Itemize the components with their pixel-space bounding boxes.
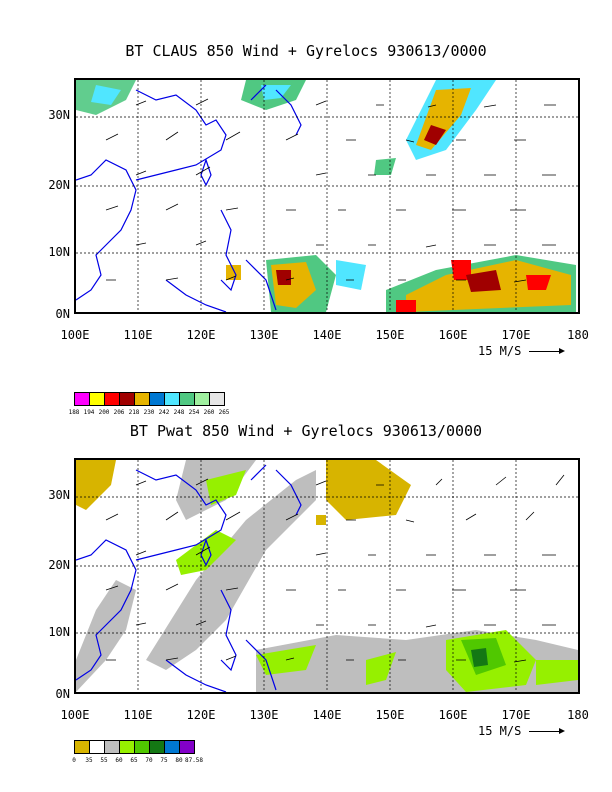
panel1-lon-140e: 140E — [312, 328, 342, 342]
panel1-legend-swatch — [134, 392, 150, 406]
panel1-lon-100e: 100E — [60, 328, 90, 342]
panel2-wind-vectors — [105, 474, 565, 663]
panel2-legend-swatch — [149, 740, 165, 754]
panel1-legend-label: 254 — [188, 409, 200, 416]
panel1-scale-arrow-icon — [529, 348, 566, 354]
panel2-map-graphics — [76, 460, 578, 692]
panel2-legend-swatch — [104, 740, 120, 754]
panel1-legend-swatch — [179, 392, 195, 406]
panel2-lon-100e: 100E — [60, 708, 90, 722]
panel1-legend-label: 265 — [218, 409, 230, 416]
panel2-lat-0n: 0N — [55, 687, 70, 701]
panel2-map — [74, 458, 580, 694]
panel1-lon-180: 180 — [567, 328, 589, 342]
panel1-legend-label: 260 — [203, 409, 215, 416]
panel2-lon-130e: 130E — [249, 708, 279, 722]
panel1-legend-label: 218 — [128, 409, 140, 416]
panel1-legend-label: 206 — [113, 409, 125, 416]
panel2-lat-20n: 20N — [48, 558, 70, 572]
panel1-legend-label: 248 — [173, 409, 185, 416]
panel1-map — [74, 78, 580, 314]
panel1-wind-vectors — [105, 98, 556, 283]
panel1-legend-label: 200 — [98, 409, 110, 416]
panel1-legend-swatch — [104, 392, 120, 406]
panel2-scale: 15 M/S — [478, 724, 566, 738]
panel2-legend-label: 35 — [85, 757, 93, 764]
panel2-legend-label: 55 — [100, 757, 108, 764]
panel2-coastlines — [76, 464, 302, 692]
panel1-grid — [76, 80, 578, 312]
panel2-legend-swatch — [89, 740, 105, 754]
panel1-legend-swatch — [149, 392, 165, 406]
panel1-legend-swatch — [164, 392, 180, 406]
panel2-legend — [74, 740, 195, 754]
panel2-legend-label: 65 — [130, 757, 138, 764]
panel2-legend-swatch — [134, 740, 150, 754]
panel2-legend-label: 87.58 — [184, 757, 204, 764]
panel2-legend-label: 0 — [72, 757, 76, 764]
panel2-pwat-shading — [76, 460, 578, 692]
panel1-scale-label: 15 M/S — [478, 344, 522, 358]
panel1-map-graphics — [76, 80, 578, 312]
panel2-scale-label: 15 M/S — [478, 724, 522, 738]
panel1-lat-20n: 20N — [48, 178, 70, 192]
panel2-lon-120e: 120E — [186, 708, 216, 722]
panel1-scale: 15 M/S — [478, 344, 566, 358]
panel2-lon-110e: 110E — [123, 708, 153, 722]
panel1-legend-swatch — [74, 392, 90, 406]
panel2-scale-arrow-icon — [529, 728, 566, 734]
panel2-lon-160e: 160E — [438, 708, 468, 722]
panel2-lon-170e: 170E — [501, 708, 531, 722]
panel2-legend-label: 80 — [175, 757, 183, 764]
panel2-lon-150e: 150E — [375, 708, 405, 722]
panel2-legend-labels: 0 35 55 60 65 70 75 80 87.58 — [72, 757, 274, 765]
panel1-legend-swatch — [89, 392, 105, 406]
panel2-legend-label: 70 — [145, 757, 153, 764]
panel1-cloud-shading — [76, 80, 576, 312]
panel2-title: BT Pwat 850 Wind + Gyrelocs 930613/0000 — [129, 422, 483, 440]
panel1-lat-30n: 30N — [48, 108, 70, 122]
panel2-legend-swatch — [164, 740, 180, 754]
panel2-lon-180: 180 — [567, 708, 589, 722]
panel1-legend-swatch — [194, 392, 210, 406]
panel2-legend-label: 75 — [160, 757, 168, 764]
panel1-legend-label: 194 — [83, 409, 95, 416]
panel2-legend-swatch — [74, 740, 90, 754]
panel1-legend-swatch — [209, 392, 225, 406]
panel1-lat-0n: 0N — [55, 307, 70, 321]
panel1-lon-170e: 170E — [501, 328, 531, 342]
panel1-lat-10n: 10N — [48, 245, 70, 259]
panel1-legend-label: 242 — [158, 409, 170, 416]
panel1-legend-label: 188 — [68, 409, 80, 416]
panel1-legend-labels: 188 194 200 206 218 230 242 248 254 260 265 — [69, 409, 274, 417]
panel2-legend-swatch — [179, 740, 195, 754]
panel2-lon-140e: 140E — [312, 708, 342, 722]
panel1-legend-label: 230 — [143, 409, 155, 416]
panel2-legend-label: 60 — [115, 757, 123, 764]
panel2-legend-swatch — [119, 740, 135, 754]
panel1-lon-110e: 110E — [123, 328, 153, 342]
panel1-coastlines — [76, 84, 302, 312]
panel1-title: BT CLAUS 850 Wind + Gyrelocs 930613/0000 — [125, 42, 487, 60]
panel1-lon-150e: 150E — [375, 328, 405, 342]
panel2-lat-10n: 10N — [48, 625, 70, 639]
panel1-lon-160e: 160E — [438, 328, 468, 342]
panel1-lon-120e: 120E — [186, 328, 216, 342]
panel1-lon-130e: 130E — [249, 328, 279, 342]
panel2-grid — [76, 460, 578, 692]
panel2-lat-30n: 30N — [48, 488, 70, 502]
panel1-legend-swatch — [119, 392, 135, 406]
panel1-legend — [74, 392, 225, 406]
